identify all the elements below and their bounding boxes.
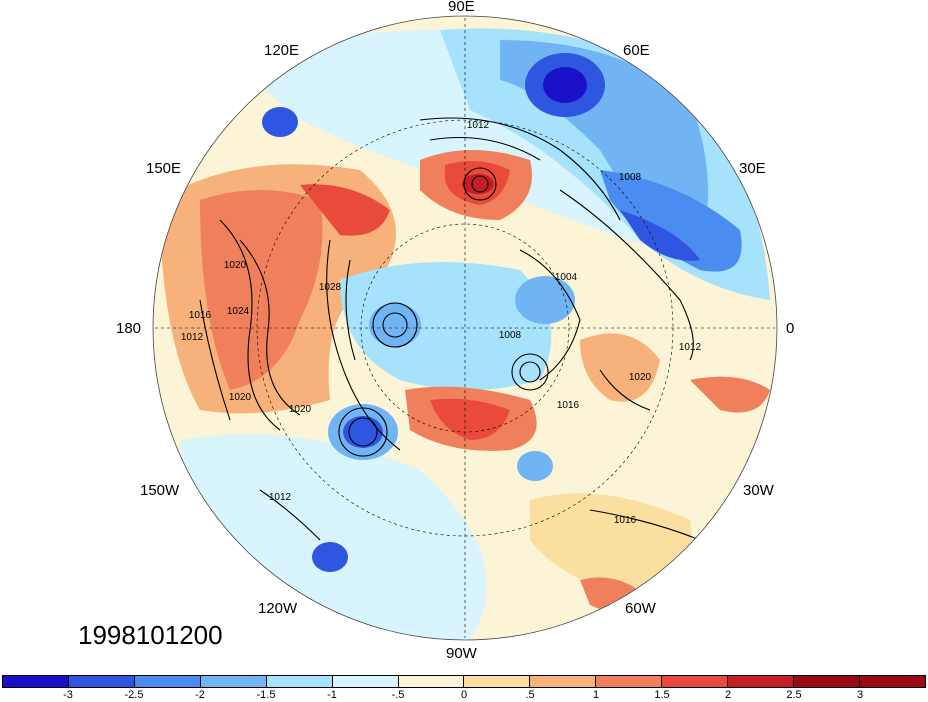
contour-label: 1016 — [189, 310, 212, 321]
colorbar-tick-label: -3 — [63, 689, 73, 701]
lon-label-120w: 120W — [258, 600, 298, 617]
contour-label: 1020 — [629, 372, 652, 383]
colorbar-tick-label: 1 — [592, 689, 600, 701]
lon-label-150w: 150W — [140, 482, 180, 499]
date-label: 1998101200 — [78, 620, 223, 650]
contour-label: 1008 — [619, 172, 642, 183]
colorbar-swatch — [464, 676, 531, 687]
contour-label: 1016 — [614, 515, 637, 526]
lon-label-30e: 30E — [739, 160, 766, 177]
lon-label-60w: 60W — [625, 600, 656, 617]
lon-label-150e: 150E — [146, 160, 182, 177]
contour-label: 1012 — [679, 342, 702, 353]
colorbar-swatch — [662, 676, 729, 687]
colorbar-swatch — [728, 676, 795, 687]
contour-label: 1016 — [557, 400, 580, 411]
contour-label: 1024 — [227, 306, 250, 317]
colorbar-tick-label: .5 — [525, 689, 535, 701]
colorbar-swatch — [200, 676, 267, 687]
contour-label: 1028 — [319, 282, 342, 293]
contour-labels: 1012 1008 1020 1016 1024 1028 1004 1020 1012 1008… — [181, 120, 702, 526]
contour-label: 1012 — [467, 120, 490, 131]
graticule — [155, 18, 775, 638]
colorbar-tick-label: -1 — [327, 689, 337, 701]
colorbar-swatch — [398, 676, 465, 687]
lon-label-0: 0 — [786, 320, 795, 337]
contour-label: 1012 — [181, 332, 204, 343]
colorbar-swatch — [134, 676, 201, 687]
colorbar-swatch — [859, 676, 925, 687]
lon-label-30w: 30W — [743, 482, 774, 499]
contour-label: 1020 — [224, 260, 247, 271]
contour-label: 1008 — [499, 330, 522, 341]
lon-label-60e: 60E — [623, 42, 650, 59]
colorbar-tick-label: -2 — [195, 689, 205, 701]
colorbar-tick-label: -.5 — [391, 689, 405, 701]
colorbar-swatch — [3, 676, 69, 687]
colorbar-tick-label: 2 — [724, 689, 732, 701]
colorbar-swatch — [266, 676, 333, 687]
colorbar-tick-label: -1.5 — [256, 689, 276, 701]
colorbar-tick-label: 0 — [460, 689, 468, 701]
colorbar-tick-label: 2.5 — [786, 689, 802, 701]
colorbar-tick-label: 1.5 — [654, 689, 670, 701]
lon-label-120e: 120E — [264, 42, 300, 59]
map-boundary — [152, 15, 778, 641]
isobar-contours — [199, 117, 701, 541]
colorbar-swatch — [332, 676, 399, 687]
colorbar-swatch — [68, 676, 135, 687]
contour-label: 1020 — [229, 392, 252, 403]
colorbar — [2, 675, 926, 688]
lon-label-90w: 90W — [446, 645, 477, 662]
polar-map: 1012 1008 1020 1016 1024 1028 1004 1020 1012 1008… — [152, 15, 778, 641]
colorbar-tick-label: -2.5 — [124, 689, 144, 701]
colorbar-swatch — [596, 676, 663, 687]
contour-label: 1012 — [269, 492, 292, 503]
lon-label-90e: 90E — [448, 0, 475, 15]
colorbar-swatch — [794, 676, 860, 687]
contour-label: 1020 — [289, 404, 312, 415]
colorbar-tick-label: 3 — [856, 689, 864, 701]
contour-label: 1004 — [555, 272, 578, 283]
lon-label-180: 180 — [116, 320, 142, 337]
colorbar-swatch — [530, 676, 597, 687]
